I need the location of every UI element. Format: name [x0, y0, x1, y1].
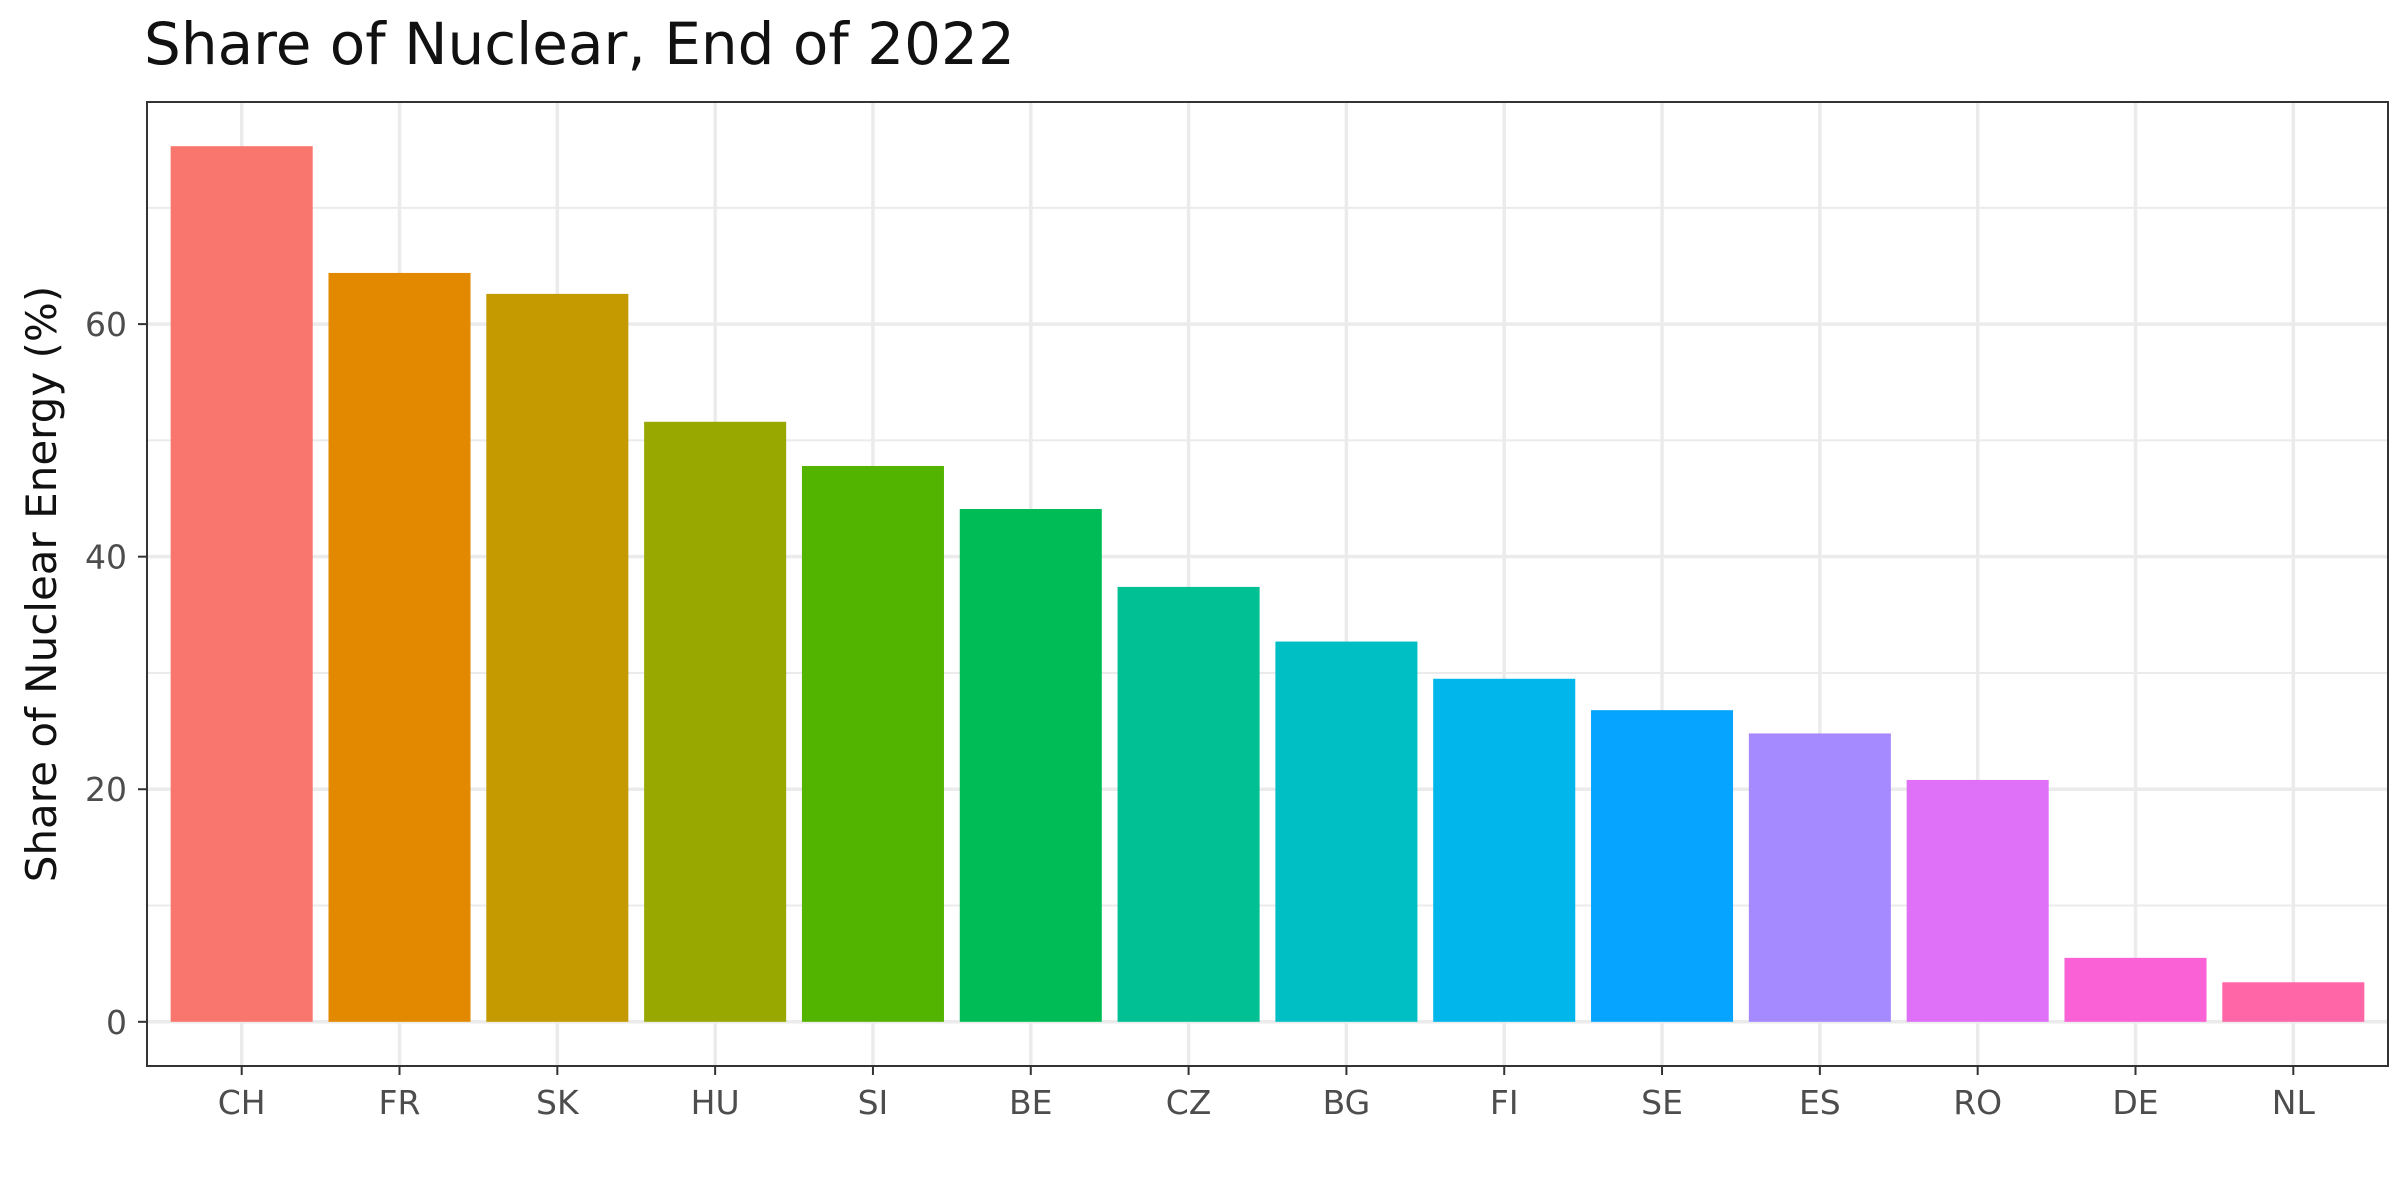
bar-de [2064, 957, 2207, 1022]
x-tick-label-es: ES [1799, 1083, 1841, 1122]
x-tick-label-ch: CH [218, 1083, 266, 1122]
plot-panel-background [147, 102, 2388, 1066]
bars [170, 146, 2365, 1022]
y-tick-label: 60 [85, 305, 127, 344]
bar-bg [1275, 641, 1418, 1022]
x-tick-label-fi: FI [1490, 1083, 1519, 1122]
bar-fr [328, 272, 471, 1022]
y-axis-title: Share of Nuclear Energy (%) [17, 286, 66, 882]
bar-cz [1117, 586, 1260, 1022]
x-tick-label-sk: SK [536, 1083, 580, 1122]
x-tick-label-nl: NL [2272, 1083, 2316, 1122]
bar-se [1591, 710, 1734, 1022]
y-tick-label: 0 [106, 1003, 127, 1042]
x-tick-label-se: SE [1641, 1083, 1683, 1122]
bar-be [959, 508, 1102, 1022]
plot-panel-border [146, 101, 2389, 1067]
chart-title: Share of Nuclear, End of 2022 [144, 10, 1015, 78]
x-tick-label-be: BE [1009, 1083, 1053, 1122]
bar-es [1748, 733, 1891, 1022]
x-tick-label-ro: RO [1953, 1083, 2002, 1122]
bar-ro [1906, 779, 2049, 1022]
y-tick-label: 40 [85, 538, 127, 577]
bar-si [801, 465, 944, 1022]
bar-ch [170, 146, 313, 1022]
x-tick-label-cz: CZ [1166, 1083, 1212, 1122]
bar-sk [486, 293, 629, 1022]
tick-labels: 0 20 40 60 CH FR SK HU SI BE CZ BG FI SE ES RO DE NL [85, 305, 2315, 1122]
bar-nl [2222, 982, 2365, 1022]
x-tick-label-bg: BG [1323, 1083, 1371, 1122]
x-tick-label-de: DE [2112, 1083, 2158, 1122]
x-tick-label-hu: HU [691, 1083, 740, 1122]
axis-ticks [138, 323, 2295, 1075]
x-tick-label-si: SI [858, 1083, 889, 1122]
bar-hu [644, 421, 787, 1022]
bar-fi [1433, 678, 1576, 1022]
x-tick-label-fr: FR [379, 1083, 421, 1122]
y-tick-label: 20 [85, 770, 127, 809]
